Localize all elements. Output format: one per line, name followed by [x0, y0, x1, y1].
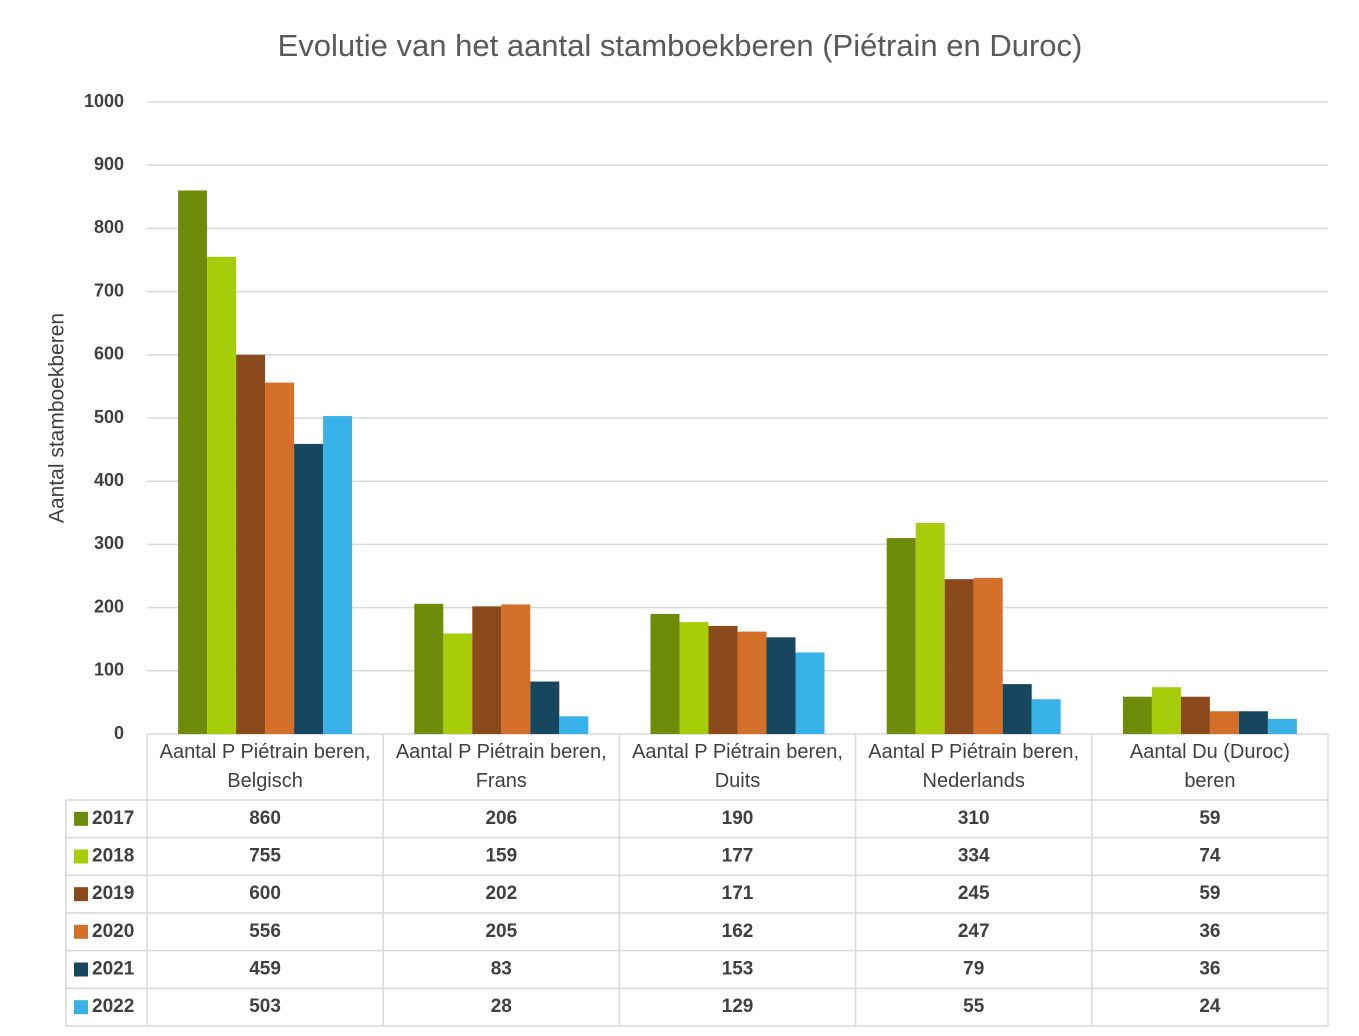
- y-tick-label: 100: [94, 660, 124, 680]
- table-value: 55: [963, 996, 985, 1017]
- table-value: 36: [1199, 959, 1220, 980]
- table-value: 556: [249, 921, 281, 942]
- category-label: Aantal P Piétrain beren, Belgisch: [159, 741, 371, 792]
- legend-label: 2020: [92, 921, 134, 942]
- legend-swatch: [74, 924, 88, 939]
- bar: [236, 354, 266, 734]
- bar: [1180, 696, 1210, 734]
- category-label: Aantal Du (Duroc) beren: [1129, 741, 1290, 792]
- bar: [1002, 684, 1032, 734]
- table-value: 36: [1199, 921, 1220, 942]
- legend-label: 2022: [92, 996, 134, 1017]
- y-tick-label: 900: [94, 154, 124, 174]
- bar: [472, 606, 502, 734]
- bar: [559, 716, 589, 734]
- table-value: 59: [1199, 883, 1220, 904]
- y-tick-label: 400: [94, 470, 124, 490]
- table-value: 171: [722, 883, 754, 904]
- table-value: 205: [485, 921, 517, 942]
- legend-label: 2017: [92, 808, 134, 829]
- table-value: 334: [958, 846, 990, 867]
- legend-swatch: [74, 811, 88, 826]
- table-value: 153: [722, 959, 754, 980]
- bar: [795, 652, 825, 734]
- bar: [886, 538, 916, 734]
- category-label: Aantal P Piétrain beren, Duits: [632, 741, 843, 792]
- y-axis-label: Aantal stamboekberen: [46, 313, 69, 523]
- legend-swatch: [74, 849, 88, 864]
- table-value: 459: [249, 959, 281, 980]
- bar: [1151, 687, 1181, 734]
- bar: [178, 190, 208, 735]
- bar: [766, 637, 796, 734]
- y-tick-label: 0: [114, 723, 124, 743]
- bar: [944, 579, 974, 734]
- bar: [1031, 699, 1061, 734]
- y-tick-label: 700: [94, 280, 124, 300]
- table-value: 24: [1199, 996, 1221, 1017]
- legend-label: 2021: [92, 959, 135, 980]
- bar: [679, 622, 709, 734]
- legend-swatch: [74, 1000, 88, 1015]
- bar: [1122, 696, 1152, 734]
- y-tick-label: 1000: [84, 91, 124, 111]
- y-tick-label: 200: [94, 596, 124, 616]
- bar: [530, 681, 560, 734]
- bar: [323, 416, 353, 734]
- table-value: 860: [249, 808, 281, 829]
- bar: [737, 631, 767, 734]
- category-label: Aantal P Piétrain beren, Frans: [395, 741, 607, 792]
- table-value: 245: [958, 883, 990, 904]
- table-value: 190: [722, 808, 754, 829]
- legend-swatch: [74, 887, 88, 902]
- bar: [650, 613, 680, 734]
- bar: [973, 577, 1003, 734]
- table-value: 83: [491, 959, 512, 980]
- table-value: 247: [958, 921, 990, 942]
- table-value: 28: [491, 996, 512, 1017]
- bar: [294, 443, 324, 734]
- y-tick-label: 300: [94, 533, 124, 553]
- bar: [708, 625, 738, 734]
- table-value: 310: [958, 808, 990, 829]
- bar: [265, 382, 295, 734]
- bar: [1238, 711, 1268, 734]
- legend-label: 2019: [92, 883, 134, 904]
- bar: [414, 603, 444, 734]
- table-value: 129: [722, 996, 754, 1017]
- table-value: 79: [963, 959, 984, 980]
- bar: [1209, 711, 1239, 734]
- table-value: 74: [1199, 846, 1221, 867]
- bar: [501, 604, 531, 734]
- y-tick-label: 600: [94, 344, 124, 364]
- bar: [915, 522, 945, 734]
- table-value: 159: [485, 846, 517, 867]
- table-value: 503: [249, 996, 281, 1017]
- table-value: 177: [722, 846, 754, 867]
- table-value: 206: [485, 808, 517, 829]
- y-tick-label: 500: [94, 407, 124, 427]
- table-value: 755: [249, 846, 281, 867]
- y-tick-label: 800: [94, 217, 124, 237]
- table-value: 202: [485, 883, 517, 904]
- table-value: 600: [249, 883, 281, 904]
- legend-label: 2018: [92, 846, 134, 867]
- legend-swatch: [74, 962, 88, 977]
- table-value: 59: [1199, 808, 1220, 829]
- bar: [443, 633, 473, 734]
- category-label: Aantal P Piétrain beren, Nederlands: [868, 741, 1080, 792]
- table-value: 162: [722, 921, 754, 942]
- bar: [1267, 718, 1297, 734]
- bar: [207, 256, 237, 734]
- chart-title: Evolutie van het aantal stamboekberen (P…: [278, 28, 1083, 63]
